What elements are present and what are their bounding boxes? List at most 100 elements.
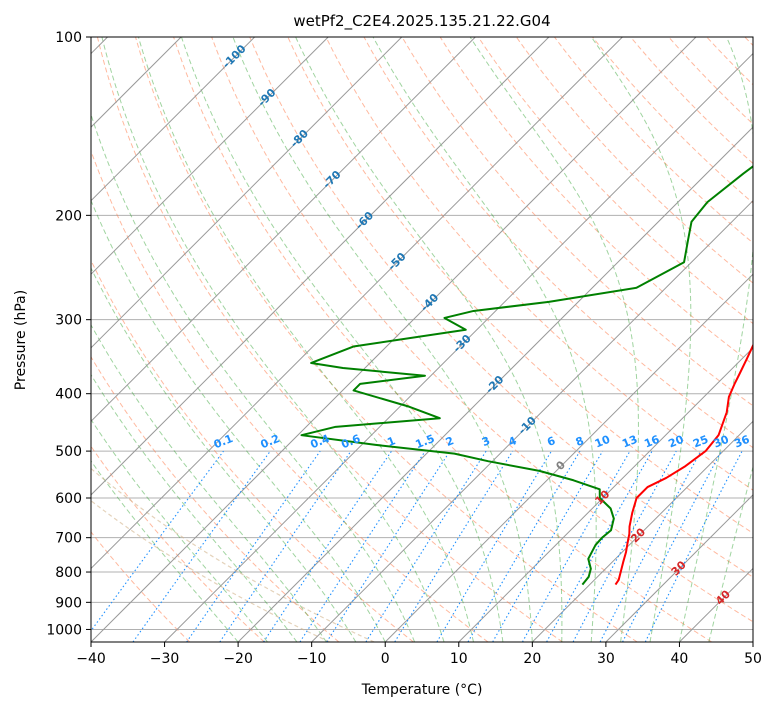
mixing-ratio-lines xyxy=(91,450,743,642)
moist-adiabat xyxy=(91,373,298,642)
isotherm xyxy=(91,37,697,642)
moist-adiabat xyxy=(180,37,504,642)
mixing-ratio-label: 25 xyxy=(691,433,710,451)
plot-frame xyxy=(90,36,754,643)
mixing-ratio-line xyxy=(91,450,224,632)
dry-adiabat xyxy=(91,355,340,642)
x-tick-label: 40 xyxy=(671,651,689,667)
mixing-ratio-line xyxy=(219,450,352,642)
mixing-ratio-line xyxy=(572,450,677,642)
isotherm xyxy=(237,126,753,642)
isotherm xyxy=(752,641,753,642)
dry-adiabat xyxy=(173,37,713,642)
mixing-ratio-label: 10 xyxy=(593,433,612,451)
moist-adiabat xyxy=(101,37,445,642)
dry-adiabat xyxy=(554,37,753,244)
dry-adiabat xyxy=(91,259,414,642)
axes: −40 −30 −20 −10 0 10 20 30 40 5010020030040050060… xyxy=(46,30,762,667)
dry-adiabat xyxy=(401,37,753,407)
y-tick-label: 500 xyxy=(55,444,82,460)
x-tick-label: −20 xyxy=(223,651,253,667)
moist-adiabat xyxy=(295,37,563,642)
dry-adiabat xyxy=(744,37,753,47)
dry-adiabat xyxy=(249,37,753,578)
dewpoint-trace xyxy=(300,165,753,586)
chart-title: wetPf2_C2E4.2025.135.21.22.G04 xyxy=(293,12,550,31)
x-tick-label: −30 xyxy=(150,651,180,667)
y-tick-label: 300 xyxy=(55,313,82,329)
isotherm xyxy=(91,37,476,423)
mixing-ratio-line xyxy=(521,450,631,642)
mixing-ratio-label: 6 xyxy=(545,434,557,449)
mixing-ratio-line xyxy=(436,450,552,642)
x-tick-label: 10 xyxy=(450,651,468,667)
sounding-traces xyxy=(300,165,753,586)
mixing-ratio-line xyxy=(132,450,271,642)
y-tick-label: 400 xyxy=(55,387,82,403)
isotherm xyxy=(91,37,403,349)
mixing-ratio-label: 0.6 xyxy=(339,432,362,451)
dry-adiabats xyxy=(91,37,753,642)
dry-adiabat xyxy=(592,37,753,204)
y-tick-label: 1000 xyxy=(46,622,82,638)
mixing-ratio-line xyxy=(644,450,743,642)
x-tick-label: 50 xyxy=(744,651,762,667)
mixing-ratio-line xyxy=(467,450,581,642)
mixing-ratio-label: 16 xyxy=(642,433,661,451)
mixing-ratio-line xyxy=(263,450,392,642)
dry-adiabat xyxy=(363,37,753,449)
mixing-ratio-label: 1 xyxy=(385,434,397,449)
dry-adiabat xyxy=(96,37,563,642)
moist-adiabat xyxy=(590,37,692,642)
isotherm xyxy=(311,199,753,642)
mixing-ratio-label: 0.2 xyxy=(259,432,282,451)
mixing-ratio-label: 13 xyxy=(620,433,639,451)
mixing-ratio-line xyxy=(546,450,653,642)
moist-adiabat xyxy=(469,37,639,642)
mixing-ratio-line xyxy=(394,450,514,642)
y-tick-label: 600 xyxy=(55,491,82,507)
isotherm xyxy=(605,494,753,642)
isotherm xyxy=(679,567,753,642)
mixing-ratio-line xyxy=(599,450,702,642)
dry-adiabat xyxy=(211,37,753,623)
mixing-ratio-label: 0.4 xyxy=(309,432,332,451)
isotherm xyxy=(91,37,623,570)
moist-adiabats xyxy=(91,37,753,642)
pressure-gridlines xyxy=(91,37,753,630)
isotherm xyxy=(91,37,256,202)
mixing-ratio-label: 0.1 xyxy=(212,432,235,451)
y-tick-label: 900 xyxy=(55,595,82,611)
dry-adiabat xyxy=(668,37,753,125)
dry-adiabat xyxy=(91,531,191,642)
dry-adiabat xyxy=(325,37,753,491)
auxiliary-curve xyxy=(91,500,330,642)
mixing-ratio-line xyxy=(186,450,321,642)
auxiliary-curve xyxy=(91,467,375,642)
mixing-ratio-label: 3 xyxy=(480,434,492,449)
isotherm xyxy=(384,273,753,642)
mixing-ratio-label: 2 xyxy=(444,434,456,449)
x-tick-label: 20 xyxy=(523,651,541,667)
isotherms xyxy=(91,37,753,642)
y-tick-label: 100 xyxy=(55,30,82,46)
mixing-ratio-label: 8 xyxy=(574,434,586,449)
temperature-trace xyxy=(614,343,753,586)
y-tick-label: 200 xyxy=(55,208,82,224)
mixing-ratio-line xyxy=(326,450,451,642)
mixing-ratio-line xyxy=(299,450,426,642)
x-axis-label: Temperature (°C) xyxy=(361,682,483,698)
y-axis-label: Pressure (hPa) xyxy=(13,290,29,390)
mixing-ratio-label: 20 xyxy=(667,433,686,451)
mixing-ratio-label: 36 xyxy=(732,433,751,451)
moist-adiabat xyxy=(137,37,474,642)
dry-adiabat xyxy=(91,445,265,642)
dry-adiabat xyxy=(91,149,489,642)
moist-adiabat xyxy=(91,267,357,642)
isotherm xyxy=(91,37,550,496)
isotherm xyxy=(531,420,753,642)
y-tick-label: 800 xyxy=(55,565,82,581)
x-tick-label: −40 xyxy=(76,651,106,667)
moist-adiabat xyxy=(91,418,268,642)
